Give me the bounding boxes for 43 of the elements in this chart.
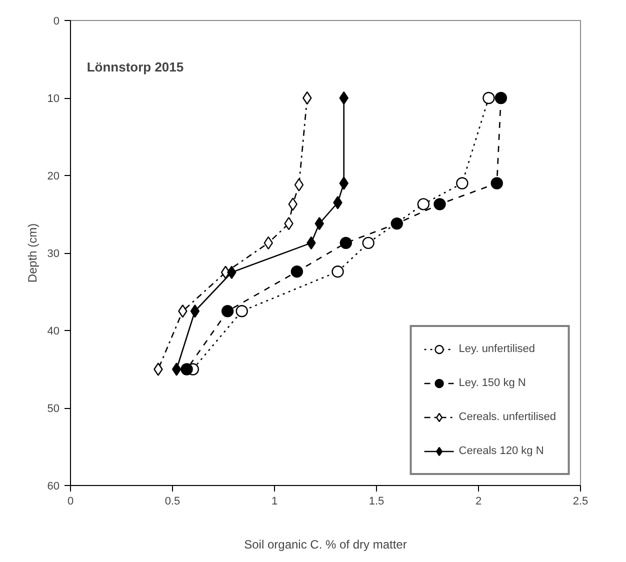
text: Lönnstorp 2015 xyxy=(86,60,184,74)
x-tick-label: 2.5 xyxy=(572,496,588,508)
legend-label: Cereals. unfertilised xyxy=(458,411,556,423)
y-tick-label: 60 xyxy=(47,480,60,492)
x-tick-label: 0 xyxy=(67,496,74,508)
point xyxy=(288,198,298,211)
point xyxy=(178,304,188,318)
y-tick-label: 0 xyxy=(53,16,60,28)
legend-label: Cereals 120 kg N xyxy=(458,445,544,457)
point xyxy=(482,92,495,104)
point xyxy=(490,177,503,190)
point xyxy=(362,236,374,250)
point xyxy=(333,196,342,210)
x-tick-label: 2 xyxy=(475,496,482,508)
point xyxy=(332,266,344,278)
x-tick-label: 0.5 xyxy=(164,496,180,508)
point xyxy=(221,305,234,318)
point xyxy=(172,362,182,376)
point xyxy=(339,176,348,190)
point xyxy=(390,217,403,230)
legend-label: Ley. unfertilised xyxy=(458,343,536,355)
y-tick-label: 30 xyxy=(47,248,60,260)
y-tick-label: 20 xyxy=(47,170,60,182)
x-tick-label: 1.5 xyxy=(368,496,384,508)
point xyxy=(494,92,508,104)
legend-label: Ley. 150 kg N xyxy=(458,377,526,389)
point xyxy=(236,305,248,318)
point xyxy=(434,198,446,210)
x-axis-title: Soil organic C. % of dry matter xyxy=(244,538,407,552)
y-tick-label: 50 xyxy=(47,403,60,415)
point xyxy=(294,178,304,192)
y-tick-label: 10 xyxy=(47,93,60,105)
point xyxy=(180,363,193,376)
point xyxy=(340,236,352,250)
point xyxy=(290,266,304,278)
x-tick-label: 1 xyxy=(271,496,278,508)
point xyxy=(154,362,163,376)
point xyxy=(227,266,236,279)
y-axis-title: Depth (cm) xyxy=(25,223,40,283)
y-tick-label: 40 xyxy=(47,326,60,338)
point xyxy=(190,304,200,318)
point xyxy=(456,177,468,190)
point xyxy=(417,198,430,210)
